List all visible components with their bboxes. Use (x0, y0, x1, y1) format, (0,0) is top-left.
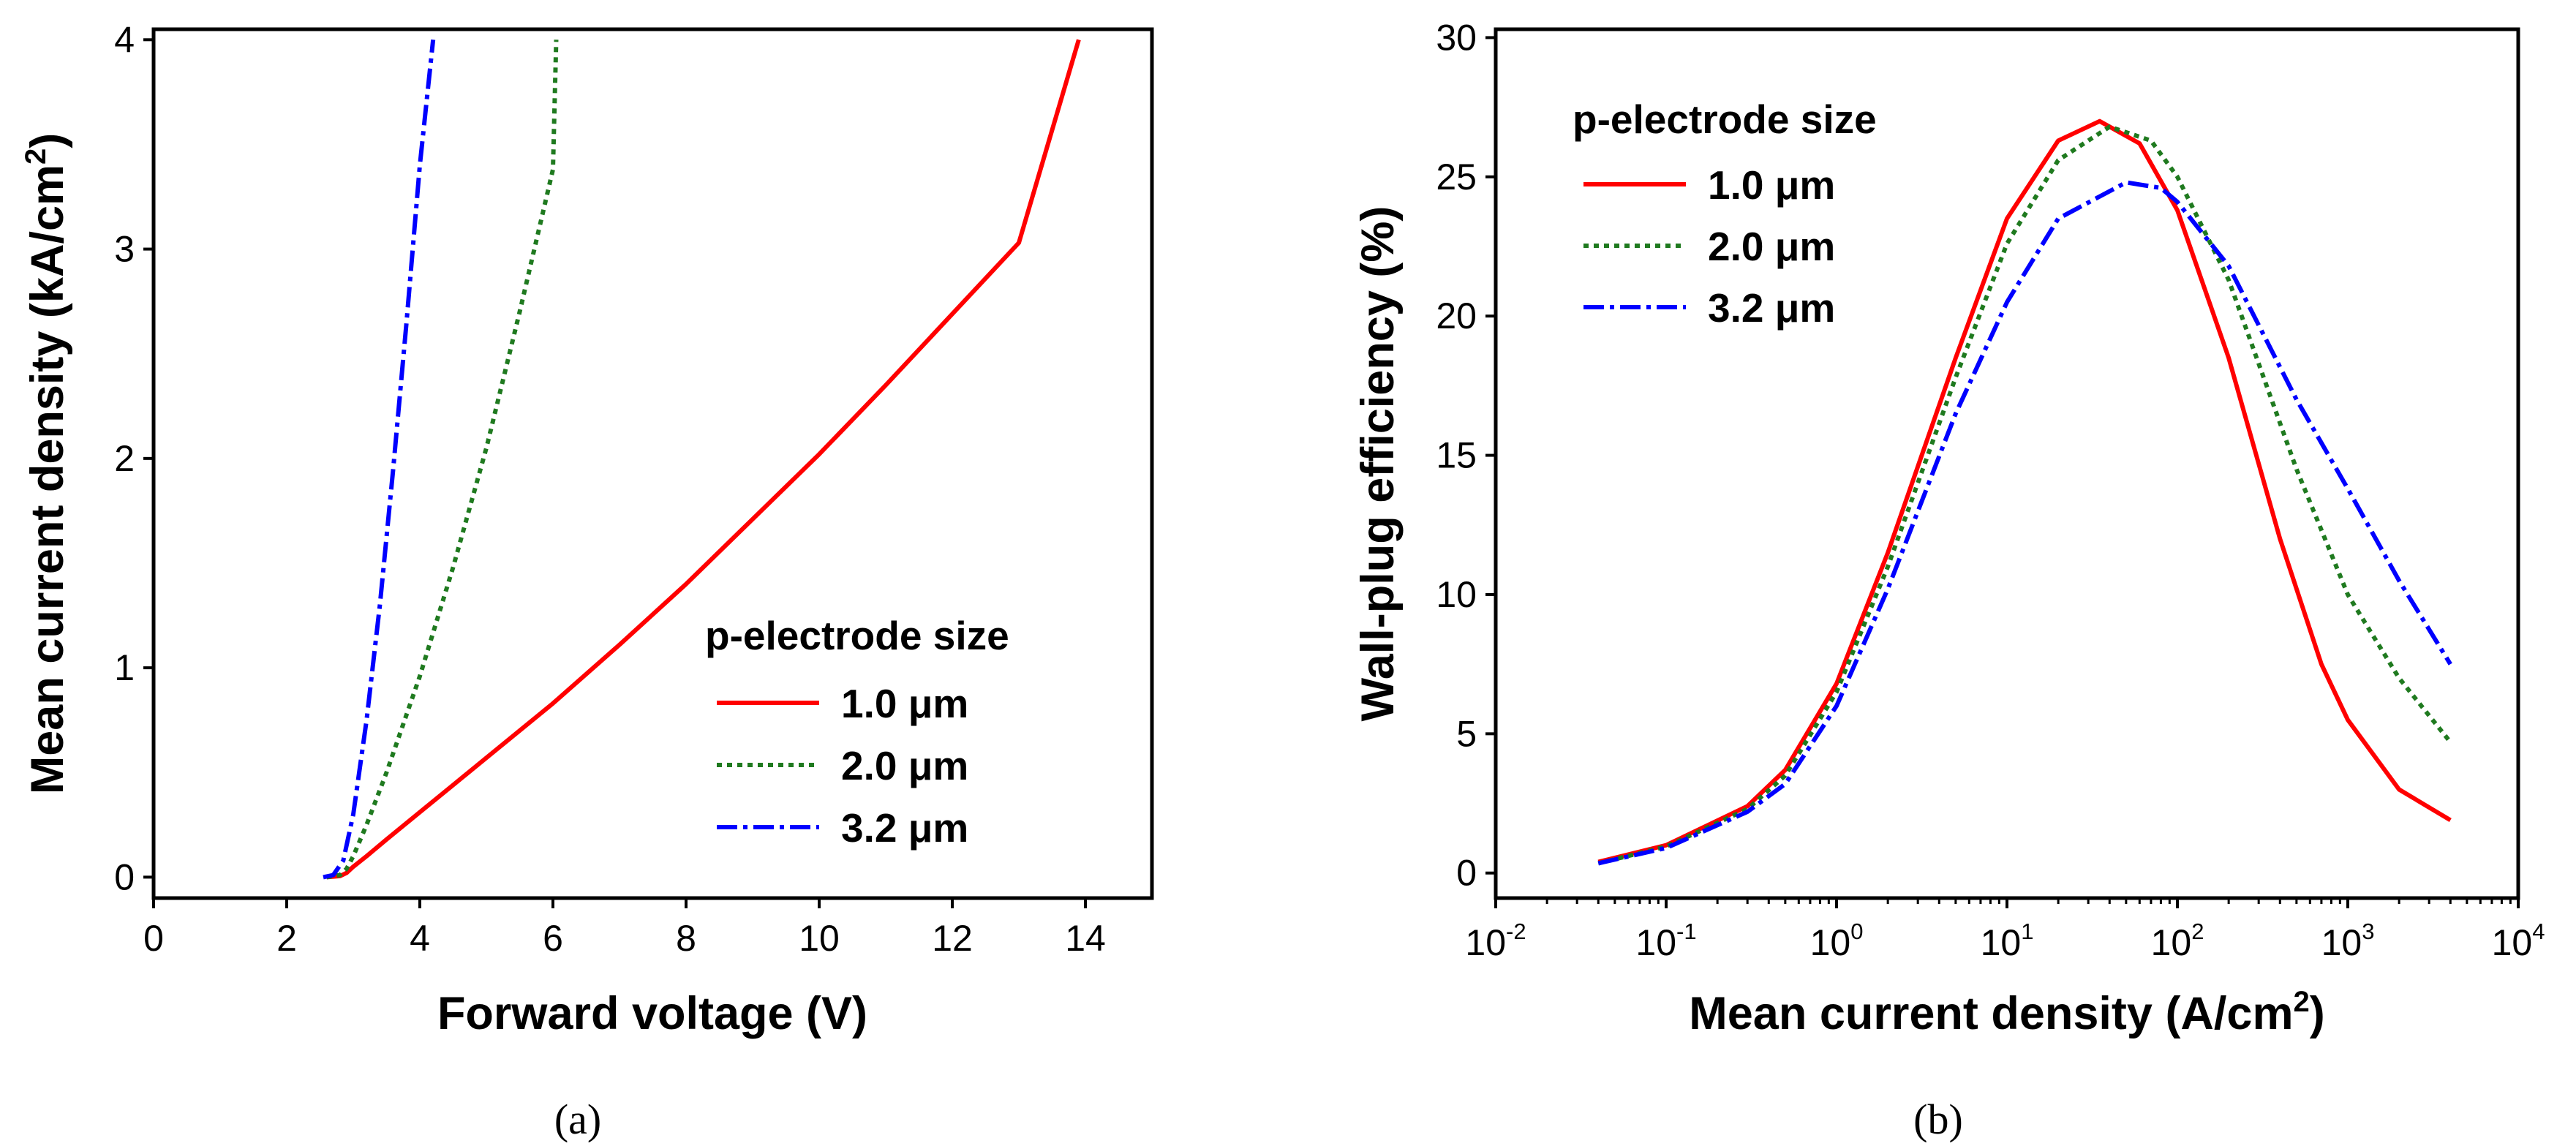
panel-b-x-axis-label-text: Mean current density (A/cm (1689, 988, 2293, 1039)
panel-b-y-tick-label: 0 (1456, 853, 1477, 894)
panel-a-plot-frame (151, 27, 1154, 900)
panel-b-y-tick-label: 25 (1436, 157, 1477, 197)
panel-b-legend-label-3um: 3.2 μm (1708, 285, 1835, 331)
panel-b-series-line-2 (1597, 124, 2452, 866)
tick-exponent: -2 (1506, 919, 1526, 944)
panel-b-x-axis-label-exponent: 2 (2293, 986, 2309, 1018)
panel-b-x-tick-label: 102 (2151, 919, 2204, 963)
panel-b-y-tick-label: 5 (1456, 713, 1477, 754)
tick-exponent: 1 (2021, 919, 2033, 944)
panel-b-x-tick-label: 10-2 (1465, 919, 1526, 963)
tick-base: 10 (1465, 922, 1506, 963)
tick-base: 10 (2321, 922, 2362, 963)
panel-b-x-tick-label: 101 (1981, 919, 2034, 963)
panel-a-y-axis-label-text: Mean current density (kA/cm (22, 165, 73, 794)
tick-exponent: 0 (1850, 919, 1863, 944)
panel-b-y-ticks: 0 5 10 15 20 25 30 (1436, 17, 1496, 894)
panel-a-y-tick-label: 3 (114, 229, 135, 270)
tick-base: 10 (2492, 922, 2533, 963)
panel-b-legend-title: p-electrode size (1573, 97, 1877, 142)
panel-a-legend-title: p-electrode size (705, 613, 1009, 658)
panel-a-legend-label-1um: 1.0 μm (841, 681, 968, 726)
panel-a-series-line-1 (326, 39, 1081, 880)
panel-a-caption: (a) (554, 1096, 601, 1143)
panel-b-y-tick-label: 30 (1436, 17, 1477, 58)
panel-a-y-tick-label: 4 (114, 19, 135, 60)
panel-a-x-tick-label: 10 (799, 918, 840, 959)
panel-a-x-tick-label: 4 (410, 918, 430, 959)
panel-b-y-tick-label: 20 (1436, 295, 1477, 336)
panel-b-plot-frame (1494, 27, 2520, 900)
panel-b-legend-label-1um: 1.0 μm (1708, 162, 1835, 208)
panel-a-x-tick-label: 6 (543, 918, 563, 959)
panel-b-y-tick-label: 15 (1436, 435, 1477, 476)
panel-b-caption: (b) (1913, 1096, 1963, 1143)
panel-a-y-ticks: 0 1 2 3 4 (114, 19, 154, 897)
panel-b-legend: p-electrode size 1.0 μm 2.0 μm 3.2 μm (1573, 97, 1877, 331)
panel-b-y-axis-label: Wall-plug efficiency (%) (1352, 206, 1404, 722)
tick-exponent: 2 (2191, 919, 2204, 944)
panel-b-legend-label-2um: 2.0 μm (1708, 224, 1835, 269)
panel-a-x-tick-label: 2 (276, 918, 297, 959)
panel-a-y-tick-label: 0 (114, 856, 135, 897)
panel-a-series-line-3 (323, 39, 436, 880)
tick-exponent: -1 (1676, 919, 1697, 944)
panel-b-x-axis-label: Mean current density (A/cm2) (1689, 986, 2324, 1039)
panel-a-y-axis-label-exponent: 2 (20, 148, 52, 165)
panel-b-y-tick-label: 10 (1436, 574, 1477, 615)
panel-a-x-tick-label: 12 (932, 918, 973, 959)
panel-b-x-tick-label: 104 (2492, 919, 2545, 963)
panel-b-x-tick-label: 10-1 (1635, 919, 1696, 963)
panel-a-y-tick-label: 1 (114, 647, 135, 688)
tick-base: 10 (1635, 922, 1676, 963)
panel-a-legend: p-electrode size 1.0 μm 2.0 μm 3.2 μm (705, 613, 1009, 851)
panel-a-x-ticks: 0 2 4 6 8 10 12 14 (143, 898, 1106, 959)
panel-b-series-group (1597, 118, 2452, 866)
panel-a-x-axis-label: Forward voltage (V) (437, 988, 867, 1039)
tick-exponent: 3 (2362, 919, 2374, 944)
panel-b-x-axis-label-close: ) (2310, 988, 2325, 1039)
tick-base: 10 (1810, 922, 1851, 963)
panel-a-series-group (323, 39, 1081, 880)
panel-a-legend-label-2um: 2.0 μm (841, 743, 968, 788)
panel-b-x-tick-label: 100 (1810, 919, 1864, 963)
panel-a-series-line-2 (326, 39, 559, 880)
tick-base: 10 (1981, 922, 2022, 963)
panel-b-series-line-3 (1597, 180, 2452, 866)
panel-a-y-axis-label: Mean current density (kA/cm2) (20, 133, 73, 794)
panel-b-x-tick-label: 103 (2321, 919, 2375, 963)
panel-a-y-axis-label-close: ) (22, 133, 73, 148)
panel-a-x-tick-label: 0 (143, 918, 164, 959)
panel-b-x-ticks: 10-2 10-1 100 101 102 103 104 (1465, 898, 2545, 963)
tick-base: 10 (2151, 922, 2192, 963)
panel-a-y-tick-label: 2 (114, 438, 135, 479)
panel-a-legend-label-3um: 3.2 μm (841, 805, 968, 851)
tick-exponent: 4 (2532, 919, 2545, 944)
panel-a-x-tick-label: 8 (676, 918, 696, 959)
panel-a-x-tick-label: 14 (1065, 918, 1106, 959)
panel-b-series-line-1 (1597, 118, 2452, 864)
